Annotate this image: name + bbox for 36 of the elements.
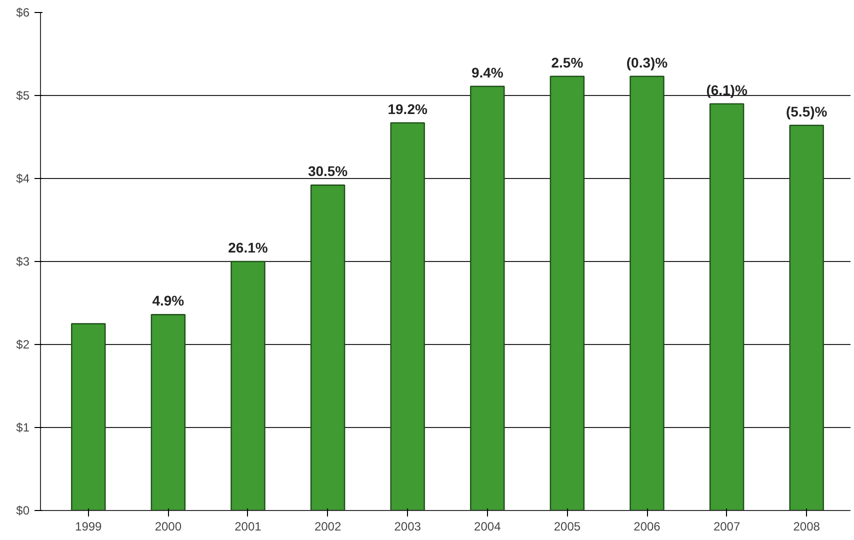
annotation: 26.1% [228, 240, 268, 256]
bar [630, 76, 664, 510]
x-tick-label: 2000 [154, 520, 182, 534]
y-tick-label: $3 [16, 254, 30, 268]
x-tick-label: 2006 [634, 520, 661, 534]
annotation: 19.2% [388, 100, 428, 117]
annotation: 9.4% [471, 64, 504, 80]
bar [789, 124, 824, 510]
y-tick-label: $2 [16, 338, 30, 352]
x-tick-label: 1999 [75, 520, 102, 534]
y-tick-label: $0 [16, 504, 30, 518]
bar [470, 86, 505, 510]
annotation: (0.3)% [626, 54, 668, 70]
bar [310, 184, 346, 510]
y-tick-label: $6 [16, 6, 30, 20]
x-tick-label: 2002 [314, 520, 342, 534]
bar [709, 103, 744, 510]
y-tick-label: $4 [16, 172, 30, 186]
annotation: 4.9% [152, 292, 185, 309]
annotation: (6.1)% [706, 82, 748, 98]
x-tick-label: 2005 [554, 520, 581, 534]
annotation: (5.5)% [786, 103, 828, 120]
x-tick-label: 2007 [713, 520, 740, 534]
y-tick-label: $5 [16, 88, 30, 102]
bar [390, 122, 425, 510]
x-tick-label: 2003 [394, 520, 422, 534]
bar [230, 260, 266, 510]
annotation: 2.5% [551, 54, 584, 70]
y-tick-label: $1 [16, 420, 30, 434]
bar [150, 314, 186, 510]
bar [550, 76, 585, 510]
x-tick-label: 2004 [474, 520, 502, 534]
x-tick-label: 2001 [234, 520, 262, 534]
annotation: 30.5% [308, 163, 348, 180]
bar [71, 323, 106, 510]
x-tick-label: 2008 [793, 520, 820, 534]
